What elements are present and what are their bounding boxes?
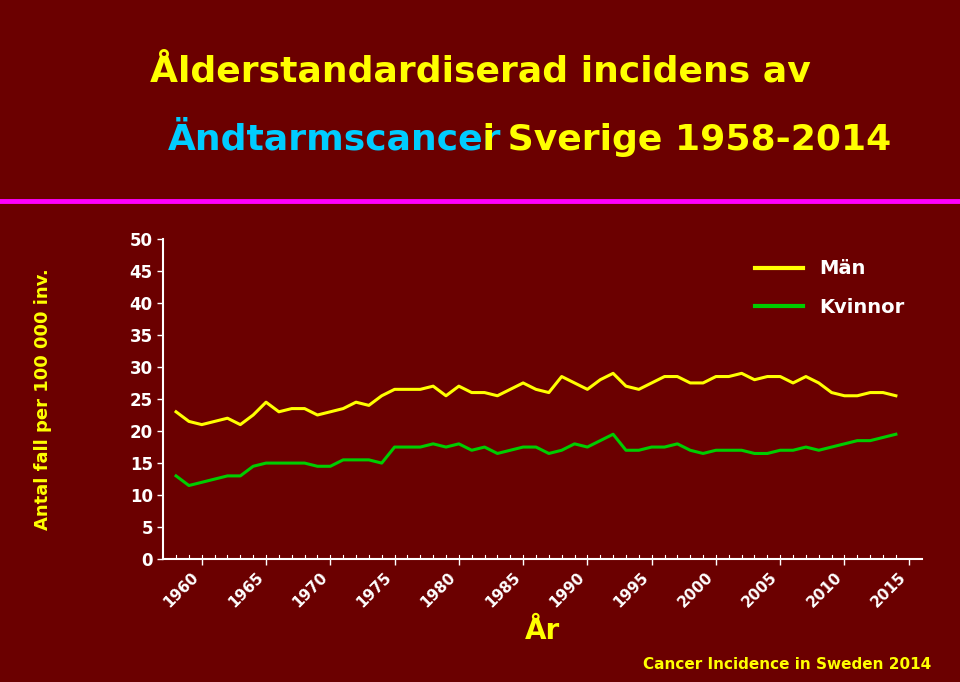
- Legend: Män, Kvinnor: Män, Kvinnor: [747, 252, 912, 325]
- Text: Ändtarmscancer: Ändtarmscancer: [168, 123, 501, 157]
- Text: År: År: [525, 617, 560, 645]
- Text: Ålderstandardiserad incidens av: Ålderstandardiserad incidens av: [150, 55, 810, 89]
- Text: Cancer Incidence in Sweden 2014: Cancer Incidence in Sweden 2014: [643, 657, 931, 672]
- Text: Antal fall per 100 000 inv.: Antal fall per 100 000 inv.: [35, 268, 52, 530]
- Text: i Sverige 1958-2014: i Sverige 1958-2014: [470, 123, 892, 157]
